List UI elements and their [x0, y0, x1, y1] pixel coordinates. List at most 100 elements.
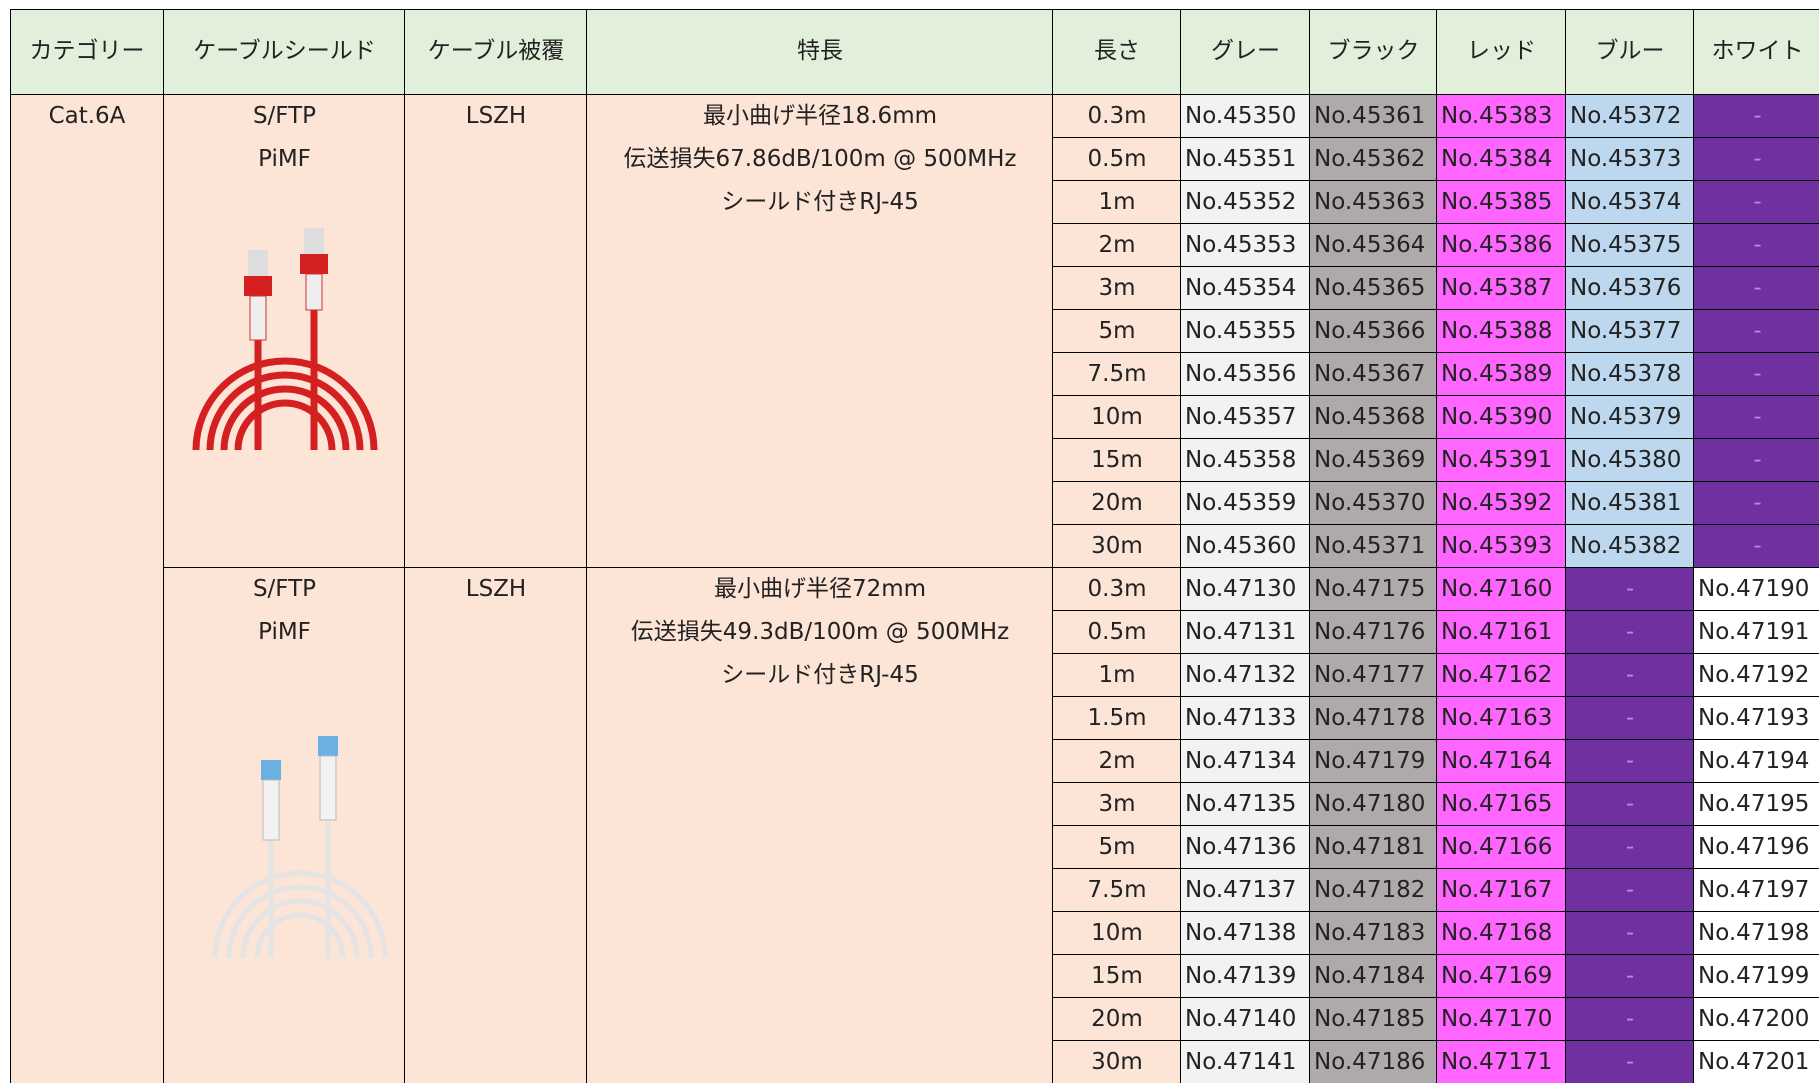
part-number: No.47137 — [1185, 877, 1297, 903]
part-cell — [1437, 654, 1566, 697]
part-number: No.45383 — [1441, 103, 1553, 129]
category-cell — [10, 95, 164, 1083]
part-number: No.47167 — [1441, 877, 1553, 903]
part-number: No.45392 — [1441, 490, 1553, 516]
part-cell — [1310, 998, 1437, 1041]
shield-text: PiMF — [258, 146, 311, 172]
group-cell — [405, 568, 587, 1083]
length-text: 10m — [1091, 920, 1143, 946]
part-number: - — [1625, 662, 1635, 688]
part-cell — [1437, 697, 1566, 740]
part-cell — [1694, 568, 1819, 611]
part-number: No.45364 — [1314, 232, 1426, 258]
part-number: No.45385 — [1441, 189, 1553, 215]
header-text: グレー — [1211, 38, 1280, 64]
part-number: No.45390 — [1441, 404, 1553, 430]
part-number: - — [1625, 576, 1635, 602]
part-number: No.45363 — [1314, 189, 1426, 215]
feature-text: 伝送損失49.3dB/100m @ 500MHz — [630, 619, 1010, 645]
part-number: No.45389 — [1441, 361, 1553, 387]
part-number: No.47200 — [1698, 1006, 1810, 1032]
length-cell — [1053, 95, 1181, 138]
header-text: ケーブル被覆 — [427, 38, 565, 64]
part-number: No.47178 — [1314, 705, 1426, 731]
part-number: No.47181 — [1314, 834, 1426, 860]
part-cell — [1181, 611, 1310, 654]
part-number: No.45391 — [1441, 447, 1553, 473]
part-cell — [1566, 740, 1694, 783]
group-cell — [587, 568, 1053, 1083]
length-cell — [1053, 826, 1181, 869]
part-cell — [1181, 826, 1310, 869]
part-cell — [1437, 525, 1566, 568]
part-number: No.45380 — [1570, 447, 1682, 473]
length-cell — [1053, 869, 1181, 912]
part-cell — [1566, 439, 1694, 482]
part-cell — [1694, 353, 1819, 396]
part-cell — [1694, 1041, 1819, 1083]
part-number: No.45393 — [1441, 533, 1553, 559]
part-number: No.45359 — [1185, 490, 1297, 516]
part-number: No.47190 — [1698, 576, 1810, 602]
length-cell — [1053, 912, 1181, 955]
part-number: - — [1753, 103, 1762, 129]
part-cell — [1566, 998, 1694, 1041]
part-cell — [1694, 869, 1819, 912]
length-text: 30m — [1091, 1049, 1143, 1075]
part-number: No.45356 — [1185, 361, 1297, 387]
part-number: No.47179 — [1314, 748, 1426, 774]
part-cell — [1181, 697, 1310, 740]
part-cell — [1566, 697, 1694, 740]
part-number: No.47166 — [1441, 834, 1553, 860]
header-cell — [1053, 9, 1181, 95]
header-cell — [1437, 9, 1566, 95]
part-cell — [1437, 138, 1566, 181]
part-number: No.47185 — [1314, 1006, 1426, 1032]
part-cell — [1310, 525, 1437, 568]
length-cell — [1053, 697, 1181, 740]
part-cell — [1437, 439, 1566, 482]
header-cell — [1310, 9, 1437, 95]
feature-text: 最小曲げ半径72mm — [713, 576, 927, 602]
part-cell — [1437, 396, 1566, 439]
part-cell — [1437, 869, 1566, 912]
length-text: 5m — [1098, 834, 1136, 860]
part-number: No.47186 — [1314, 1049, 1426, 1075]
group-cell — [164, 568, 405, 1083]
part-cell — [1310, 396, 1437, 439]
part-number: No.45365 — [1314, 275, 1426, 301]
part-cell — [1310, 267, 1437, 310]
part-cell — [1310, 912, 1437, 955]
header-text: ケーブルシールド — [193, 38, 376, 64]
length-text: 3m — [1098, 791, 1136, 817]
part-cell — [1310, 224, 1437, 267]
part-number: No.47199 — [1698, 963, 1810, 989]
feature-text: シールド付きRJ-45 — [721, 189, 919, 215]
part-cell — [1310, 95, 1437, 138]
part-number: No.47136 — [1185, 834, 1297, 860]
part-cell — [1181, 310, 1310, 353]
part-cell — [1437, 482, 1566, 525]
part-number: No.47168 — [1441, 920, 1553, 946]
part-number: No.45352 — [1185, 189, 1297, 215]
part-number: No.45373 — [1570, 146, 1682, 172]
part-number: No.47183 — [1314, 920, 1426, 946]
length-cell — [1053, 740, 1181, 783]
header-cell — [405, 9, 587, 95]
group-cell — [587, 95, 1053, 568]
part-number: No.47195 — [1698, 791, 1810, 817]
part-cell — [1694, 439, 1819, 482]
part-number: - — [1625, 619, 1635, 645]
part-cell — [1181, 138, 1310, 181]
part-cell — [1694, 95, 1819, 138]
length-cell — [1053, 955, 1181, 998]
part-number: No.45388 — [1441, 318, 1553, 344]
part-number: No.45381 — [1570, 490, 1682, 516]
part-cell — [1566, 1041, 1694, 1083]
part-cell — [1566, 783, 1694, 826]
part-cell — [1310, 181, 1437, 224]
part-cell — [1694, 224, 1819, 267]
part-number: No.45375 — [1570, 232, 1682, 258]
part-number: No.47194 — [1698, 748, 1810, 774]
part-cell — [1694, 654, 1819, 697]
